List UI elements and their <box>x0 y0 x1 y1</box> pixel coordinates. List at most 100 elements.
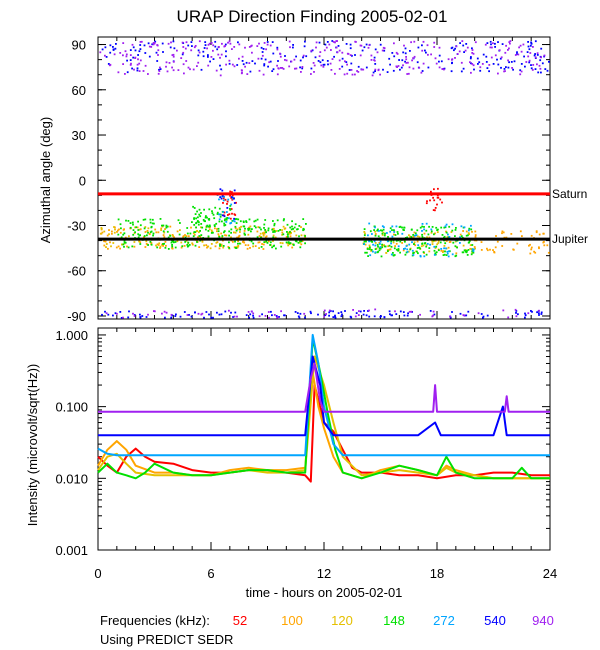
data-point <box>369 254 372 257</box>
data-point <box>144 218 147 221</box>
data-point <box>437 228 439 231</box>
data-point <box>131 221 134 224</box>
data-point <box>186 227 189 229</box>
data-point <box>263 64 266 67</box>
data-point <box>530 64 532 66</box>
data-point <box>298 241 301 244</box>
data-point <box>383 316 386 319</box>
data-point <box>401 59 404 62</box>
data-point <box>289 231 291 233</box>
data-point <box>440 249 443 252</box>
data-point <box>195 217 197 220</box>
data-point <box>341 51 344 54</box>
data-point <box>237 236 239 239</box>
data-point <box>292 228 294 230</box>
data-point <box>221 189 224 192</box>
data-point <box>374 234 377 237</box>
data-point <box>236 64 239 66</box>
data-point <box>126 245 128 248</box>
data-point <box>200 212 202 214</box>
data-point <box>354 73 356 76</box>
data-point <box>299 59 302 62</box>
data-point <box>414 232 417 235</box>
data-point <box>505 44 507 47</box>
data-point <box>223 215 226 218</box>
data-point <box>363 234 366 237</box>
data-point <box>346 63 348 66</box>
data-point <box>454 57 456 59</box>
data-point <box>450 70 453 73</box>
data-point <box>421 233 423 236</box>
data-point <box>251 51 253 54</box>
data-point <box>221 194 224 197</box>
data-point <box>437 240 440 242</box>
data-point <box>455 254 458 257</box>
data-point <box>238 43 241 46</box>
data-point <box>538 246 540 249</box>
data-point <box>536 63 538 66</box>
data-point <box>449 316 452 319</box>
data-point <box>284 59 286 61</box>
data-point <box>144 226 147 228</box>
data-point <box>123 242 126 245</box>
data-point <box>180 241 183 244</box>
data-point <box>228 213 231 216</box>
data-point <box>373 59 376 62</box>
data-point <box>106 234 109 237</box>
data-point <box>507 66 510 69</box>
data-point <box>410 41 412 44</box>
intensity-plot-frame <box>97 327 551 551</box>
data-point <box>134 49 137 52</box>
data-point <box>210 243 213 245</box>
data-point <box>531 310 533 313</box>
intensity-ytick-label: 1.000 <box>55 328 88 343</box>
data-point <box>447 246 450 249</box>
data-point <box>501 230 504 233</box>
data-point <box>151 222 154 225</box>
data-point <box>421 49 424 52</box>
data-point <box>190 226 192 229</box>
data-point <box>378 241 381 244</box>
data-point <box>363 310 365 312</box>
data-point <box>538 233 541 236</box>
data-point <box>189 68 191 71</box>
data-point <box>372 71 375 74</box>
data-point <box>510 61 513 63</box>
data-point <box>131 245 134 248</box>
data-point <box>236 228 239 231</box>
data-point <box>392 241 395 244</box>
data-point <box>280 245 283 248</box>
data-point <box>453 49 455 52</box>
data-point <box>150 230 153 233</box>
data-point <box>504 51 507 54</box>
data-point <box>385 252 388 254</box>
data-point <box>393 233 395 236</box>
data-point <box>502 309 505 312</box>
data-point <box>485 55 488 58</box>
data-point <box>162 224 165 227</box>
data-point <box>248 62 251 64</box>
data-point <box>427 53 429 56</box>
data-point <box>142 236 145 239</box>
data-point <box>311 49 314 52</box>
data-point <box>512 248 515 251</box>
data-point <box>297 241 300 244</box>
azimuth-ytick-label: 90 <box>72 38 86 53</box>
data-point <box>292 44 294 46</box>
data-point <box>413 231 416 234</box>
data-point <box>395 248 398 251</box>
data-point <box>140 40 143 43</box>
data-point <box>129 49 132 51</box>
data-point <box>229 194 231 197</box>
data-point <box>291 220 293 223</box>
data-point <box>105 243 108 245</box>
data-point <box>247 227 249 230</box>
data-point <box>185 239 188 242</box>
data-point <box>384 245 387 248</box>
data-point <box>422 244 425 247</box>
data-point <box>354 40 357 43</box>
data-point <box>330 69 333 71</box>
data-point <box>212 49 214 52</box>
data-point <box>155 51 158 54</box>
data-point <box>426 44 429 47</box>
